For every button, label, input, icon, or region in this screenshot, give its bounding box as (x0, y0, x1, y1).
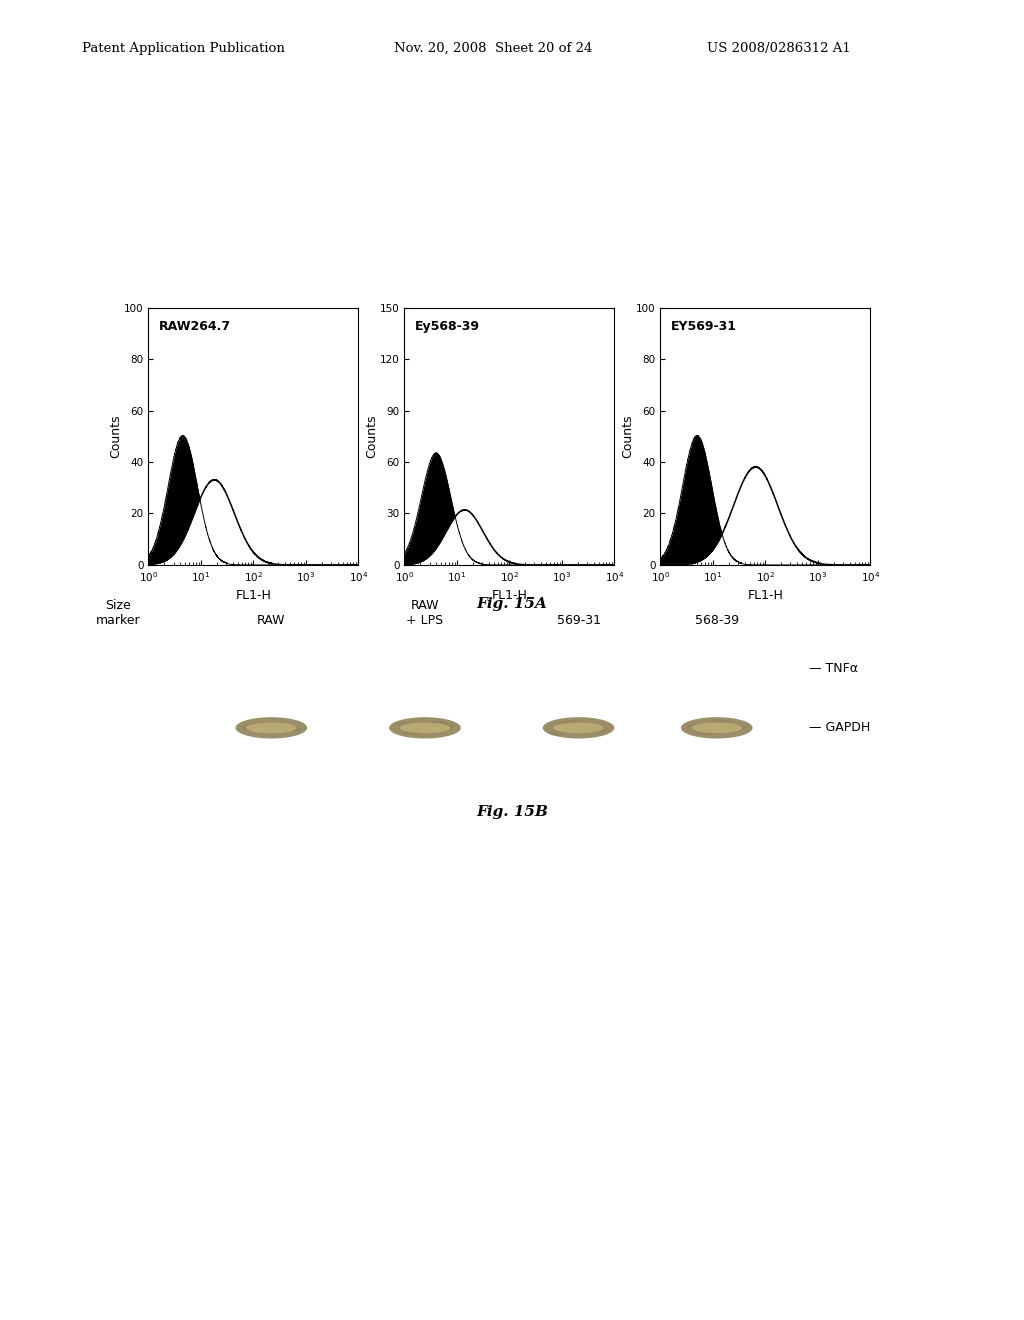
Ellipse shape (420, 722, 438, 727)
Text: — TNFα: — TNFα (809, 661, 858, 675)
Text: EY569-31: EY569-31 (671, 321, 737, 334)
X-axis label: FL1-H: FL1-H (492, 589, 527, 602)
Text: US 2008/0286312 A1: US 2008/0286312 A1 (707, 42, 850, 55)
Ellipse shape (557, 721, 574, 727)
Text: Fig. 15B: Fig. 15B (476, 805, 548, 820)
Ellipse shape (241, 723, 259, 730)
X-axis label: FL1-H: FL1-H (236, 589, 271, 602)
Ellipse shape (695, 729, 713, 734)
Text: — GAPDH: — GAPDH (809, 721, 870, 734)
Ellipse shape (712, 719, 730, 725)
Ellipse shape (236, 717, 307, 738)
Ellipse shape (250, 722, 267, 729)
Ellipse shape (553, 722, 603, 734)
Ellipse shape (389, 717, 461, 738)
Text: Fig. 15A: Fig. 15A (476, 597, 548, 611)
Text: Ey568-39: Ey568-39 (415, 321, 480, 334)
Ellipse shape (681, 717, 753, 738)
Ellipse shape (729, 725, 748, 730)
Text: Nov. 20, 2008  Sheet 20 of 24: Nov. 20, 2008 Sheet 20 of 24 (394, 42, 593, 55)
Ellipse shape (275, 725, 293, 730)
Text: Size
marker: Size marker (95, 599, 140, 627)
Ellipse shape (573, 726, 592, 731)
Ellipse shape (412, 727, 430, 733)
Y-axis label: Counts: Counts (366, 414, 379, 458)
Ellipse shape (591, 726, 609, 733)
Text: RAW264.7: RAW264.7 (159, 321, 231, 334)
Ellipse shape (399, 722, 451, 734)
Ellipse shape (266, 723, 285, 729)
Y-axis label: Counts: Counts (622, 414, 635, 458)
Ellipse shape (437, 723, 456, 729)
Ellipse shape (394, 722, 413, 727)
Ellipse shape (692, 722, 741, 734)
Text: 568-39: 568-39 (694, 614, 739, 627)
Ellipse shape (258, 722, 276, 729)
Ellipse shape (703, 729, 722, 735)
Ellipse shape (686, 723, 705, 730)
Y-axis label: Counts: Counts (110, 414, 123, 458)
Ellipse shape (403, 729, 421, 735)
Ellipse shape (247, 722, 297, 734)
Ellipse shape (284, 726, 302, 731)
Text: Patent Application Publication: Patent Application Publication (82, 42, 285, 55)
Ellipse shape (548, 730, 566, 735)
Ellipse shape (721, 725, 738, 731)
Text: 569-31: 569-31 (557, 614, 600, 627)
Ellipse shape (583, 726, 600, 733)
Text: RAW: RAW (257, 614, 286, 627)
Text: RAW
+ LPS: RAW + LPS (407, 599, 443, 627)
Ellipse shape (565, 719, 584, 726)
X-axis label: FL1-H: FL1-H (748, 589, 783, 602)
Ellipse shape (429, 721, 446, 726)
Ellipse shape (543, 717, 614, 738)
